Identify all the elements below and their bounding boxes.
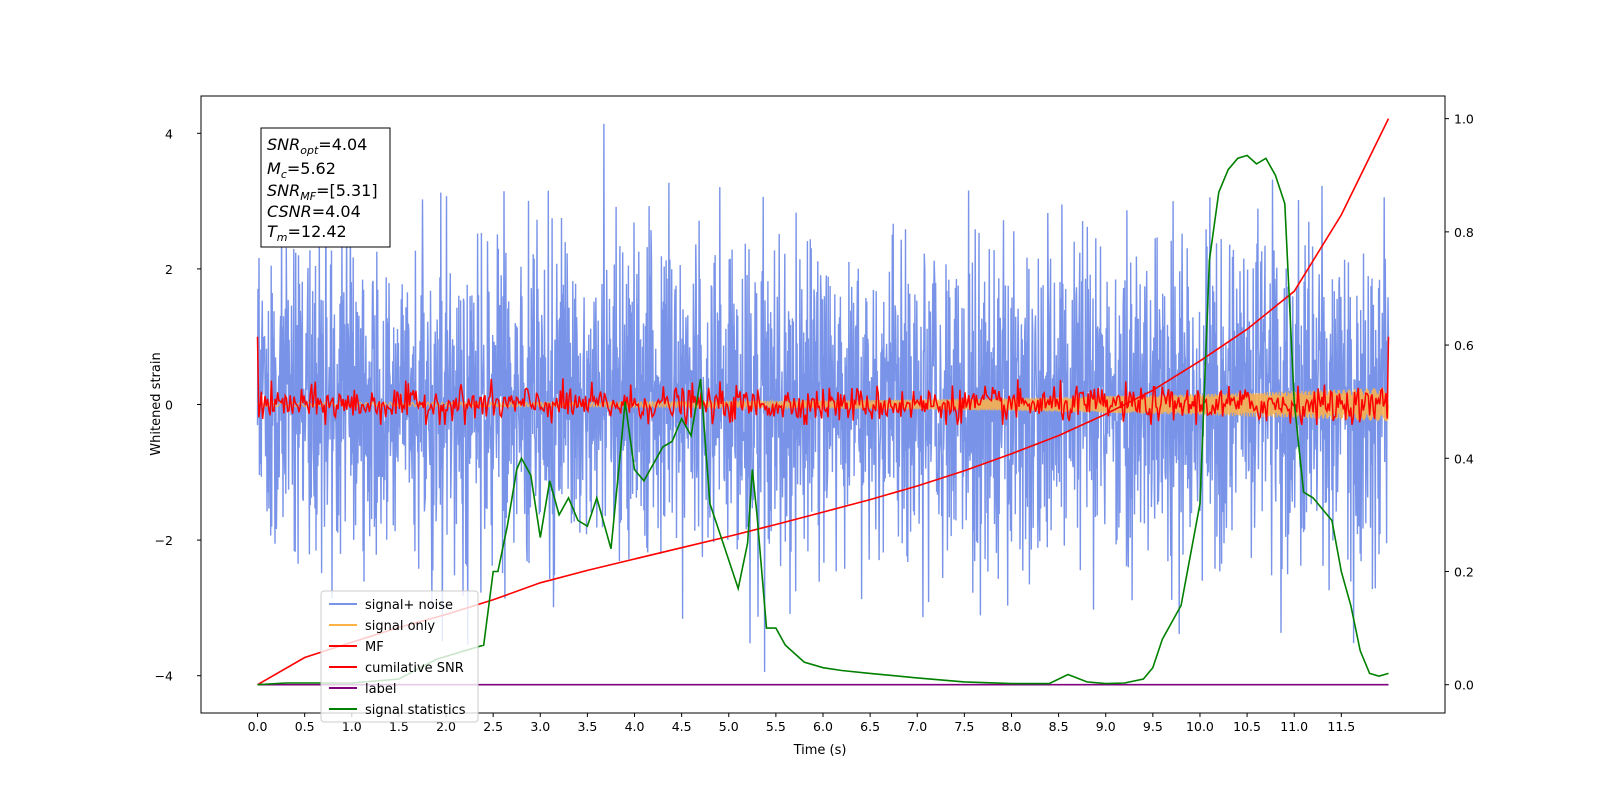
x-tick-label: 3.5 [577, 719, 597, 734]
info-tm-value: =12.42 [288, 222, 347, 241]
y-tick-label: −2 [155, 533, 173, 548]
x-tick-label: 4.5 [672, 719, 692, 734]
legend-label-label: label [365, 682, 396, 697]
x-axis-label: Time (s) [793, 743, 847, 758]
y-tick-label: 0 [165, 398, 173, 413]
info-snr-mf: SNRMF=[5.31] [267, 181, 378, 203]
x-tick-label: 3.0 [530, 719, 550, 734]
info-mc-symbol: M [267, 159, 281, 178]
info-mc-sub: c [281, 168, 287, 181]
x-tick-label: 4.0 [625, 719, 645, 734]
info-csnr-value: =4.04 [312, 202, 361, 221]
x-tick-label: 2.5 [483, 719, 503, 734]
x-tick-label: 1.0 [342, 719, 362, 734]
y2-tick-label: 0.4 [1454, 451, 1474, 466]
info-snr-mf-value: =[5.31] [316, 181, 378, 200]
info-box-frame [260, 127, 391, 248]
info-tm-symbol: T [267, 222, 278, 241]
info-csnr: CSNR=4.04 [267, 202, 361, 221]
x-tick-label: 10.0 [1186, 719, 1214, 734]
info-snr-mf-sub: MF [300, 190, 316, 203]
x-tick-label: 11.5 [1327, 719, 1355, 734]
x-tick-label: 10.5 [1233, 719, 1261, 734]
legend: signal+ noise signal only MF cumilative … [320, 590, 479, 723]
x-tick-label: 0.0 [248, 719, 268, 734]
x-tick-label: 8.0 [1002, 719, 1022, 734]
y-tick-label: −4 [155, 669, 173, 684]
legend-label-signal-noise: signal+ noise [365, 598, 453, 613]
x-tick-label: 9.0 [1096, 719, 1116, 734]
info-mc-value: =5.62 [287, 159, 336, 178]
axes-ticks: 0.0 0.5 1.0 1.5 2.0 2.5 3.0 3.5 4.0 4.5 5.0 5.5 6.0 6… [155, 112, 1474, 734]
x-tick-label: 7.0 [907, 719, 927, 734]
x-tick-label: 1.5 [389, 719, 409, 734]
y2-tick-label: 0.6 [1454, 338, 1474, 353]
x-tick-label: 11.0 [1280, 719, 1308, 734]
y2-tick-label: 1.0 [1454, 112, 1474, 127]
x-tick-label: 8.5 [1049, 719, 1069, 734]
x-tick-label: 2.0 [436, 719, 456, 734]
y2-tick-label: 0.2 [1454, 564, 1474, 579]
info-snr-opt-sub: opt [300, 144, 319, 157]
x-tick-label: 0.5 [295, 719, 315, 734]
y2-tick-label: 0.8 [1454, 225, 1474, 240]
info-snr-opt: SNRopt=4.04 [267, 135, 367, 157]
x-tick-label: 5.5 [766, 719, 786, 734]
legend-label-cumulative-snr: cumilative SNR [365, 661, 464, 676]
legend-frame [320, 590, 479, 723]
x-tick-label: 5.0 [719, 719, 739, 734]
y-axis-label: Whitened strain [149, 352, 164, 455]
info-csnr-symbol: CSNR [267, 202, 312, 221]
y-tick-label: 2 [165, 262, 173, 277]
legend-label-mf: MF [365, 640, 384, 655]
info-mc: Mc=5.62 [267, 159, 336, 181]
info-snr-mf-symbol: SNR [267, 181, 300, 200]
info-tm: Tm=12.42 [267, 222, 347, 244]
y2-tick-label: 0.0 [1454, 678, 1474, 693]
x-tick-label: 6.0 [813, 719, 833, 734]
info-snr-opt-symbol: SNR [267, 135, 300, 154]
info-box: SNRopt=4.04 Mc=5.62 SNRMF=[5.31] CSNR=4.… [260, 127, 391, 248]
legend-label-signal-only: signal only [365, 619, 435, 634]
info-tm-sub: m [277, 231, 288, 244]
info-snr-opt-value: =4.04 [318, 135, 367, 154]
legend-label-signal-statistics: signal statistics [365, 703, 466, 718]
x-tick-label: 6.5 [860, 719, 880, 734]
x-tick-label: 7.5 [954, 719, 974, 734]
x-tick-label: 9.5 [1143, 719, 1163, 734]
series-mf [256, 336, 1390, 425]
series-signal-statistics [257, 154, 1389, 686]
y-tick-label: 4 [165, 126, 173, 141]
